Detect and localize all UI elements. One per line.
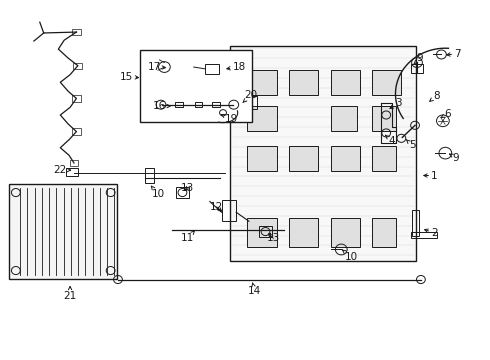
Text: 14: 14: [248, 283, 261, 296]
Text: 10: 10: [151, 186, 165, 199]
Text: 8: 8: [430, 91, 440, 102]
Polygon shape: [331, 70, 360, 95]
Polygon shape: [331, 106, 357, 131]
Polygon shape: [247, 70, 277, 95]
Polygon shape: [372, 218, 396, 247]
Text: 1: 1: [424, 171, 438, 180]
Text: 11: 11: [181, 230, 195, 243]
Polygon shape: [140, 50, 252, 122]
Text: 19: 19: [221, 114, 238, 125]
Polygon shape: [247, 218, 277, 247]
Text: 4: 4: [385, 135, 395, 145]
Polygon shape: [247, 147, 277, 171]
Polygon shape: [372, 106, 396, 131]
Polygon shape: [289, 147, 318, 171]
Text: 3: 3: [390, 98, 402, 108]
Text: 6: 6: [441, 109, 451, 119]
Text: 20: 20: [243, 90, 257, 103]
Text: 2: 2: [424, 228, 438, 238]
Polygon shape: [372, 70, 401, 95]
Text: 21: 21: [63, 287, 77, 301]
Text: 16: 16: [153, 101, 171, 111]
Text: 12: 12: [210, 202, 223, 212]
Text: 9: 9: [414, 53, 423, 64]
Text: 17: 17: [148, 62, 166, 72]
Text: 15: 15: [120, 72, 139, 82]
Text: 7: 7: [447, 49, 461, 59]
Polygon shape: [372, 147, 396, 171]
Text: 10: 10: [342, 250, 358, 262]
Text: 13: 13: [181, 183, 194, 193]
Text: 5: 5: [406, 139, 416, 150]
Text: 9: 9: [450, 153, 460, 163]
Polygon shape: [247, 106, 277, 131]
Polygon shape: [230, 45, 416, 261]
Text: 13: 13: [267, 233, 280, 243]
Polygon shape: [289, 70, 318, 95]
Polygon shape: [331, 147, 360, 171]
Text: 22: 22: [54, 165, 71, 175]
Polygon shape: [9, 184, 117, 279]
Polygon shape: [331, 218, 360, 247]
Text: 18: 18: [227, 62, 246, 72]
Polygon shape: [289, 218, 318, 247]
